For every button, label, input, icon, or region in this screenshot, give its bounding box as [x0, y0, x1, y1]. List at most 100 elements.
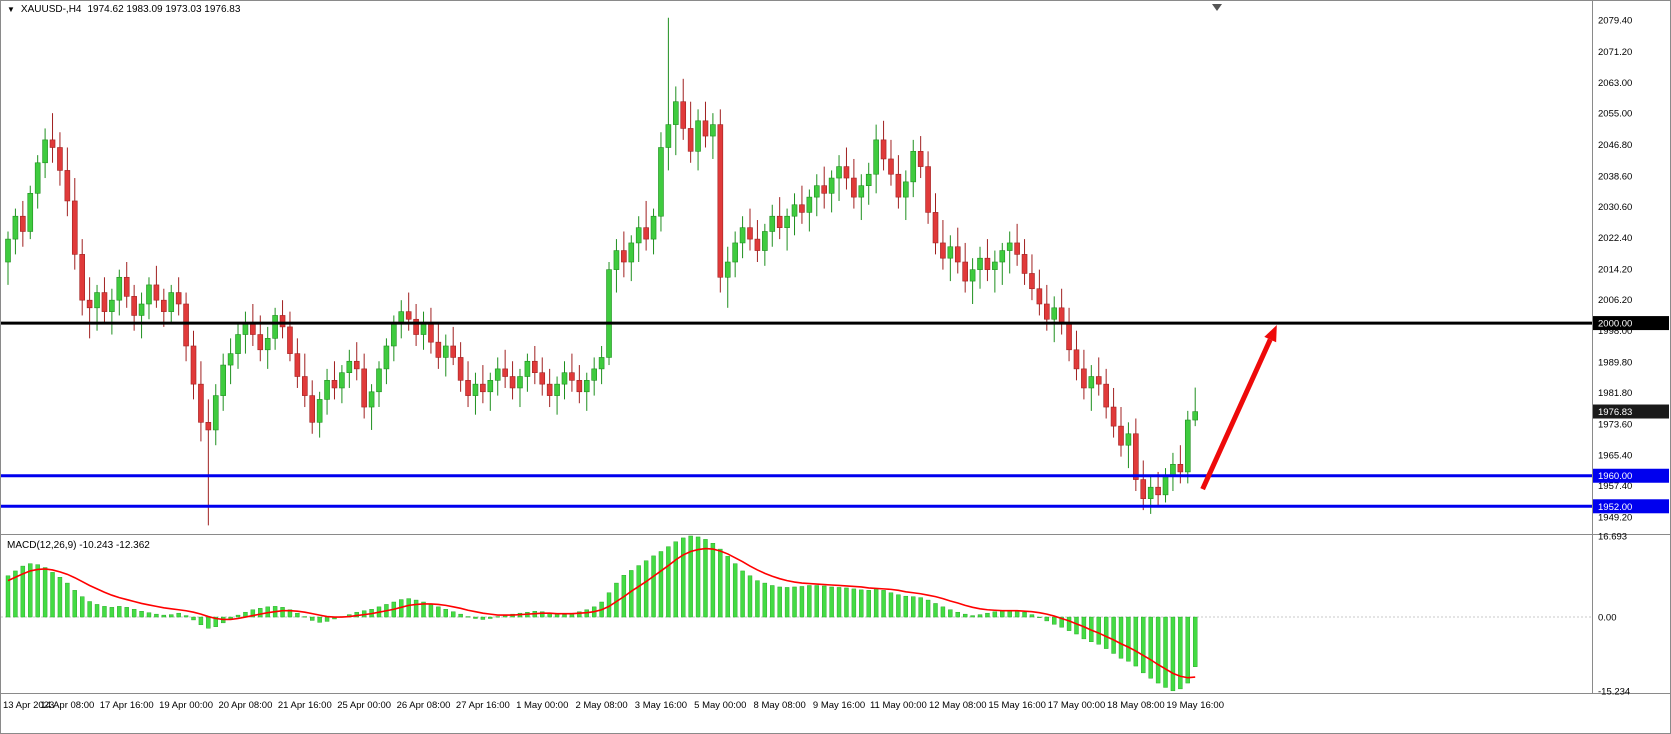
macd-histogram-bar: [287, 609, 293, 618]
time-tick-label: 3 May 16:00: [635, 700, 687, 711]
macd-histogram-bar: [117, 606, 122, 618]
time-tick-label: 9 May 16:00: [813, 700, 865, 711]
macd-histogram-bar: [28, 563, 33, 618]
time-tick-label: 17 Apr 16:00: [100, 700, 154, 711]
macd-histogram-bar: [421, 601, 426, 618]
macd-histogram-bar: [1133, 616, 1139, 667]
macd-histogram-bar: [1118, 616, 1124, 659]
macd-histogram-bar: [324, 616, 330, 622]
macd-histogram-bar: [829, 586, 834, 618]
time-tick-label: 11 May 00:00: [870, 700, 927, 711]
macd-histogram-bar: [495, 616, 500, 618]
price-tick-label: 1957.40: [1598, 481, 1632, 492]
macd-histogram-bar: [109, 607, 115, 618]
macd-histogram-bar: [235, 614, 241, 618]
macd-histogram-bar: [1007, 610, 1012, 618]
macd-histogram-bar: [443, 609, 448, 618]
macd-histogram-bar: [888, 592, 894, 618]
macd-histogram-bar: [955, 611, 960, 618]
macd-histogram-bar: [1037, 616, 1042, 618]
macd-histogram-bar: [1103, 616, 1109, 649]
chart-shift-marker-icon[interactable]: [1212, 4, 1222, 11]
macd-histogram-bar: [695, 536, 701, 618]
macd-histogram-bar: [777, 586, 782, 618]
macd-histogram-bar: [1148, 616, 1153, 679]
macd-histogram-bar: [747, 575, 753, 618]
price-tick-label: 2014.20: [1598, 264, 1632, 275]
price-axis[interactable]: 2079.40 2071.20 2063.00 2055.00 2046.80 2038.…: [1593, 16, 1669, 698]
macd-histogram-bar: [903, 595, 909, 618]
macd-histogram-bar: [881, 590, 886, 618]
macd-histogram-bar: [933, 603, 938, 618]
time-tick-label: 14 Apr 08:00: [40, 700, 94, 711]
price-tick-label: 2079.40: [1598, 16, 1632, 27]
macd-histogram-bar: [1044, 616, 1050, 622]
macd-histogram-bar: [310, 616, 315, 621]
macd-histogram-bar: [866, 590, 871, 618]
macd-histogram-bar: [755, 580, 760, 618]
macd-histogram-bar: [473, 616, 478, 619]
macd-histogram-bar: [102, 606, 107, 618]
trend-arrow[interactable]: [1200, 324, 1277, 491]
ohlc-values: 1974.62 1983.09 1973.03 1976.83: [87, 4, 241, 15]
price-tag-label: 1960.00: [1598, 471, 1632, 482]
macd-histogram-bar: [1052, 616, 1057, 625]
price-tick-label: 2046.80: [1598, 140, 1632, 151]
symbol-dropdown-icon[interactable]: ▼: [7, 4, 15, 14]
macd-histogram-bar: [784, 587, 790, 618]
macd-histogram-bar: [770, 585, 775, 618]
level-lines[interactable]: [1, 321, 1592, 508]
macd-histogram-bar: [146, 612, 152, 618]
macd-histogram-bar: [651, 555, 656, 618]
price-tick-label: 2071.20: [1598, 47, 1632, 58]
macd-histogram-bar: [154, 613, 159, 618]
macd-histogram-bar: [79, 596, 85, 618]
macd-histogram-bar: [451, 611, 456, 618]
macd-histogram-bar: [851, 588, 857, 618]
macd-histogram-bar: [295, 612, 300, 618]
macd-histogram-bar: [176, 612, 181, 618]
macd-histogram-bar: [428, 604, 434, 618]
macd-histogram-bar: [643, 560, 649, 618]
macd-histogram-bar: [799, 586, 805, 618]
price-tick-label: 2055.00: [1598, 109, 1632, 120]
price-tick-label: 2038.60: [1598, 171, 1632, 182]
macd-histogram-bar: [896, 594, 901, 618]
macd-tick-label: -15.234: [1598, 687, 1630, 698]
symbol-timeframe-label: XAUUSD-,H4: [20, 4, 82, 15]
macd-histogram-bar: [302, 616, 307, 618]
macd-histogram-bar: [1000, 611, 1005, 618]
time-tick-label: 27 Apr 16:00: [456, 700, 510, 711]
macd-histogram-bar: [985, 612, 990, 618]
macd-tick-label: 16.693: [1598, 532, 1627, 543]
price-tag-label: 1952.00: [1598, 502, 1632, 513]
macd-histogram-bar: [540, 611, 545, 618]
time-tick-label: 13 Apr 2023: [3, 700, 54, 711]
arrow-shaft[interactable]: [1200, 338, 1273, 491]
macd-histogram-bar: [458, 613, 463, 618]
time-tick-label: 18 May 08:00: [1107, 700, 1165, 711]
macd-histogram-bar: [962, 613, 968, 618]
price-tag: [1593, 468, 1669, 483]
macd-histogram-bar: [710, 543, 716, 618]
macd-histogram-bar: [5, 575, 11, 618]
price-tick-label: 1949.20: [1598, 512, 1632, 523]
macd-signal-line: [7, 547, 1196, 679]
macd-histogram-bar: [725, 556, 730, 618]
macd-histogram-bar: [413, 599, 419, 618]
macd-histogram-bar: [636, 565, 641, 618]
macd-histogram-bar: [911, 596, 916, 618]
macd-tick-label: 0.00: [1598, 613, 1617, 624]
macd-histogram-bar: [1022, 611, 1027, 618]
macd-histogram-bar: [814, 585, 819, 618]
time-tick-label: 20 Apr 08:00: [218, 700, 272, 711]
macd-histogram-bar: [925, 599, 931, 618]
macd-histogram-bar: [488, 616, 493, 619]
price-tick-label: 2030.60: [1598, 202, 1632, 213]
macd-histogram-bar: [65, 582, 70, 618]
macd-histogram-bar: [658, 551, 664, 618]
macd-histogram-bar: [198, 616, 204, 626]
macd-histogram-bar: [1155, 616, 1161, 684]
